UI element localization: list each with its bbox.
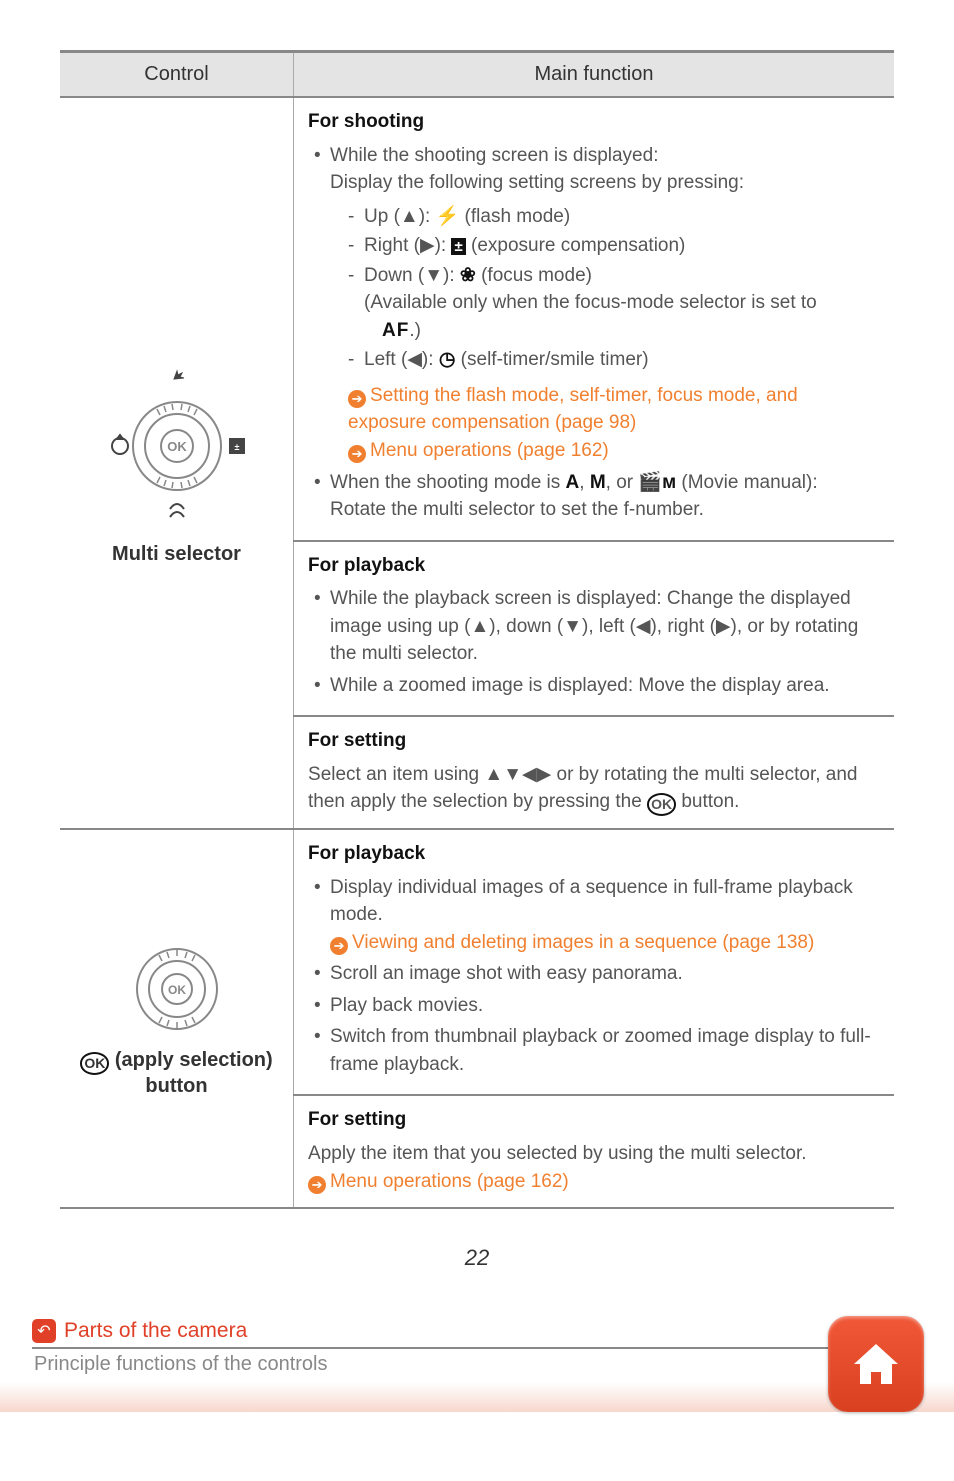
ok-button-icon: OK	[127, 939, 227, 1039]
link-arrow-icon: ➔	[348, 390, 366, 408]
for-setting-heading-2: For setting	[294, 1096, 894, 1140]
home-button[interactable]	[828, 1316, 924, 1412]
playback-section-2: For playback Display individual images o…	[294, 829, 894, 1095]
home-icon	[848, 1336, 904, 1392]
back-icon[interactable]: ↶	[32, 1319, 56, 1343]
for-setting-heading-1: For setting	[294, 717, 894, 761]
multi-selector-icon: OK ±	[102, 361, 252, 531]
svg-text:OK: OK	[168, 983, 186, 997]
for-playback-heading-2: For playback	[294, 830, 894, 874]
setting-body-2: Apply the item that you selected by usin…	[294, 1140, 894, 1207]
af-label: AF	[382, 317, 409, 345]
focus-icon: ❀	[460, 265, 476, 286]
left-selftimer: Left (◀): ◷ (self-timer/smile timer)	[348, 346, 880, 374]
playback-zoomed-move: While a zoomed image is displayed: Move …	[314, 672, 880, 700]
ok-button-label: OK (apply selection) button	[60, 1049, 293, 1097]
ok-icon: OK	[80, 1052, 109, 1074]
link-arrow-icon: ➔	[330, 937, 348, 955]
pb-display-sequence: Display individual images of a sequence …	[314, 874, 880, 957]
timer-icon: ◷	[439, 349, 456, 370]
setting-section-1: For setting Select an item using ▲▼◀▶ or…	[294, 716, 894, 829]
down-focus: Down (▼): ❀ (focus mode) (Available only…	[348, 262, 880, 345]
link-menu-ops[interactable]: Menu operations (page 162)	[370, 440, 609, 461]
page-number: 22	[60, 1245, 894, 1271]
pb-switch-thumbnail: Switch from thumbnail playback or zoomed…	[314, 1023, 880, 1078]
shooting-section: For shooting While the shooting screen i…	[294, 97, 894, 541]
link-arrow-icon: ➔	[308, 1176, 326, 1194]
svg-text:±: ±	[234, 442, 239, 452]
playback-section-1: For playback While the playback screen i…	[294, 541, 894, 717]
for-playback-heading-1: For playback	[294, 542, 894, 586]
setting-section-2: For setting Apply the item that you sele…	[294, 1095, 894, 1208]
multi-selector-cell: OK ± Multi selector	[60, 97, 294, 829]
link-menu-ops-2[interactable]: Menu operations (page 162)	[330, 1171, 569, 1192]
breadcrumb-section[interactable]: Parts of the camera	[64, 1319, 247, 1343]
exposure-icon: ±	[451, 238, 465, 255]
flash-icon: ⚡	[436, 206, 460, 227]
link-viewing-sequence[interactable]: Viewing and deleting images in a sequenc…	[352, 932, 814, 953]
for-shooting-heading: For shooting	[294, 98, 894, 142]
shooting-mode-note: When the shooting mode is A, M, or 🎬ᴍ (M…	[314, 469, 880, 524]
svg-text:OK: OK	[167, 439, 187, 454]
link-flash-settings[interactable]: Setting the flash mode, self-timer, focu…	[348, 385, 798, 434]
right-exposure: Right (▶): ± (exposure compensation)	[348, 232, 880, 260]
shooting-while-displayed: While the shooting screen is displayed: …	[314, 142, 880, 465]
header-control: Control	[60, 52, 294, 98]
up-flash-mode: Up (▲): ⚡ (flash mode)	[348, 203, 880, 231]
breadcrumb-page: Principle functions of the controls	[32, 1353, 922, 1376]
pb-play-movies: Play back movies.	[314, 992, 880, 1020]
header-mainfunc: Main function	[294, 52, 894, 98]
ok-button-cell: OK OK (apply selection) button	[60, 829, 294, 1208]
multi-selector-label: Multi selector	[60, 543, 293, 566]
controls-table: Control Main function OK	[60, 50, 894, 1209]
page-footer: ↶ Parts of the camera Principle function…	[0, 1319, 954, 1412]
pb-scroll-panorama: Scroll an image shot with easy panorama.	[314, 960, 880, 988]
breadcrumb-rule	[32, 1347, 922, 1349]
ok-icon: OK	[647, 793, 676, 815]
playback-change-image: While the playback screen is displayed: …	[314, 585, 880, 668]
setting-text-1: Select an item using ▲▼◀▶ or by rotating…	[294, 761, 894, 828]
link-arrow-icon: ➔	[348, 445, 366, 463]
breadcrumb: ↶ Parts of the camera Principle function…	[0, 1319, 954, 1376]
